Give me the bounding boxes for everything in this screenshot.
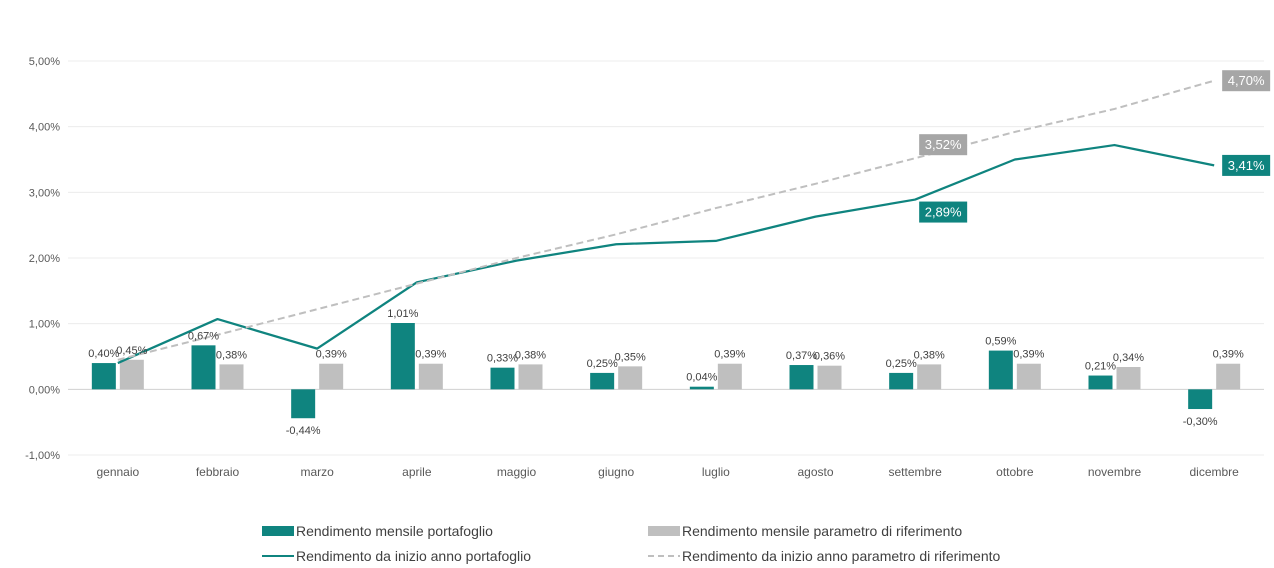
y-tick-label: -1,00% xyxy=(25,450,60,462)
bar-data-label: 0,39% xyxy=(415,349,446,361)
bar-parametro xyxy=(817,365,842,390)
bar-data-label: 0,39% xyxy=(316,349,347,361)
bar-portafoglio xyxy=(988,350,1013,390)
bar-data-label: 0,04% xyxy=(686,372,717,384)
bar-portafoglio xyxy=(889,372,914,390)
lines xyxy=(117,79,1215,365)
legend-swatch-bar xyxy=(648,526,680,536)
y-tick-label: 0,00% xyxy=(29,384,60,396)
legend-label: Rendimento mensile parametro di riferime… xyxy=(682,523,962,539)
bar-data-label: 0,45% xyxy=(116,345,147,357)
data-labels: 0,40% 0,67% -0,44% 1,01% 0,33% 0,25% 0,04% 0,37… xyxy=(88,308,1244,437)
bar-data-label: 0,40% xyxy=(88,348,119,360)
value-callout-box xyxy=(919,201,968,223)
value-callout-box xyxy=(1222,70,1271,92)
y-tick-label: 2,00% xyxy=(29,253,60,265)
bar-data-label: 0,67% xyxy=(188,330,219,342)
value-callout-box xyxy=(919,134,968,156)
bar-data-label: 0,59% xyxy=(985,336,1016,348)
value-callout-label: 3,52% xyxy=(925,137,962,152)
bar-data-label: 0,39% xyxy=(1013,349,1044,361)
bar-data-label: 0,39% xyxy=(714,349,745,361)
bar-data-label: 0,37% xyxy=(786,350,817,362)
bar-portafoglio xyxy=(390,323,415,390)
x-tick-label: maggio xyxy=(497,465,537,479)
bar-portafoglio xyxy=(91,363,116,390)
x-tick-label: agosto xyxy=(797,465,833,479)
callouts: 3,52% 2,89% 4,70% 3,41% xyxy=(919,70,1271,223)
bar-parametro xyxy=(119,359,144,390)
x-tick-label: aprile xyxy=(402,465,432,479)
value-callout-box xyxy=(1222,154,1271,176)
x-tick-label: febbraio xyxy=(196,465,240,479)
bar-data-label: 0,36% xyxy=(814,351,845,363)
bars xyxy=(91,323,1241,419)
x-tick-label: ottobre xyxy=(996,465,1034,479)
bar-portafoglio xyxy=(590,372,615,390)
bar-parametro xyxy=(1116,367,1141,390)
bar-data-label: 0,34% xyxy=(1113,352,1144,364)
bar-parametro xyxy=(219,364,244,390)
bar-portafoglio xyxy=(191,345,216,390)
bar-data-label: 0,33% xyxy=(487,353,518,365)
y-tick-label: 3,00% xyxy=(29,187,60,199)
y-axis: -1,00% 0,00% 1,00% 2,00% 3,00% 4,00% 5,00% xyxy=(25,56,60,462)
x-tick-label: novembre xyxy=(1088,465,1142,479)
line-parametro-ytd xyxy=(117,79,1215,361)
line-portafoglio-ytd xyxy=(117,143,1215,365)
bar-portafoglio xyxy=(789,365,814,390)
bar-data-label: 0,38% xyxy=(515,349,546,361)
x-tick-label: giugno xyxy=(598,465,634,479)
bar-parametro xyxy=(1016,363,1041,390)
bar-data-label: 0,21% xyxy=(1085,361,1116,373)
bar-portafoglio xyxy=(1088,375,1113,390)
bar-portafoglio xyxy=(291,389,316,419)
bar-portafoglio xyxy=(1188,389,1213,410)
bar-data-label: 0,25% xyxy=(587,358,618,370)
legend-label: Rendimento mensile portafoglio xyxy=(296,523,493,539)
bar-data-label: 1,01% xyxy=(387,308,418,320)
bar-data-label: 0,25% xyxy=(886,358,917,370)
x-tick-label: gennaio xyxy=(96,465,139,479)
y-tick-label: 1,00% xyxy=(29,319,60,331)
legend-swatch-bar xyxy=(262,526,294,536)
gridlines xyxy=(68,60,1264,456)
value-callout-label: 3,41% xyxy=(1228,158,1265,173)
bar-data-label: 0,38% xyxy=(914,349,945,361)
bar-parametro xyxy=(319,363,344,390)
legend: Rendimento mensile portafoglio Rendimento… xyxy=(262,523,1000,564)
x-tick-label: settembre xyxy=(888,465,942,479)
bar-portafoglio xyxy=(689,386,714,390)
x-tick-label: luglio xyxy=(702,465,730,479)
legend-label: Rendimento da inizio anno parametro di r… xyxy=(682,548,1000,564)
bar-portafoglio xyxy=(490,367,515,390)
legend-label: Rendimento da inizio anno portafoglio xyxy=(296,548,531,564)
bar-data-label: 0,39% xyxy=(1213,349,1244,361)
bar-data-label: -0,30% xyxy=(1183,416,1218,428)
bar-data-label: 0,38% xyxy=(216,349,247,361)
x-axis: gennaio febbraio marzo aprile maggio giugno lu… xyxy=(96,465,1239,479)
bar-parametro xyxy=(917,364,942,390)
bar-parametro xyxy=(717,363,742,390)
y-tick-label: 5,00% xyxy=(29,56,60,68)
bar-data-label: 0,35% xyxy=(615,351,646,363)
bar-parametro xyxy=(518,364,543,390)
y-tick-label: 4,00% xyxy=(29,122,60,134)
value-callout-label: 4,70% xyxy=(1228,73,1265,88)
x-tick-label: dicembre xyxy=(1189,465,1239,479)
x-tick-label: marzo xyxy=(300,465,334,479)
value-callout-label: 2,89% xyxy=(925,205,962,220)
bar-parametro xyxy=(618,366,643,390)
bar-data-label: -0,44% xyxy=(286,425,321,437)
bar-parametro xyxy=(1216,363,1241,390)
bar-parametro xyxy=(418,363,443,390)
